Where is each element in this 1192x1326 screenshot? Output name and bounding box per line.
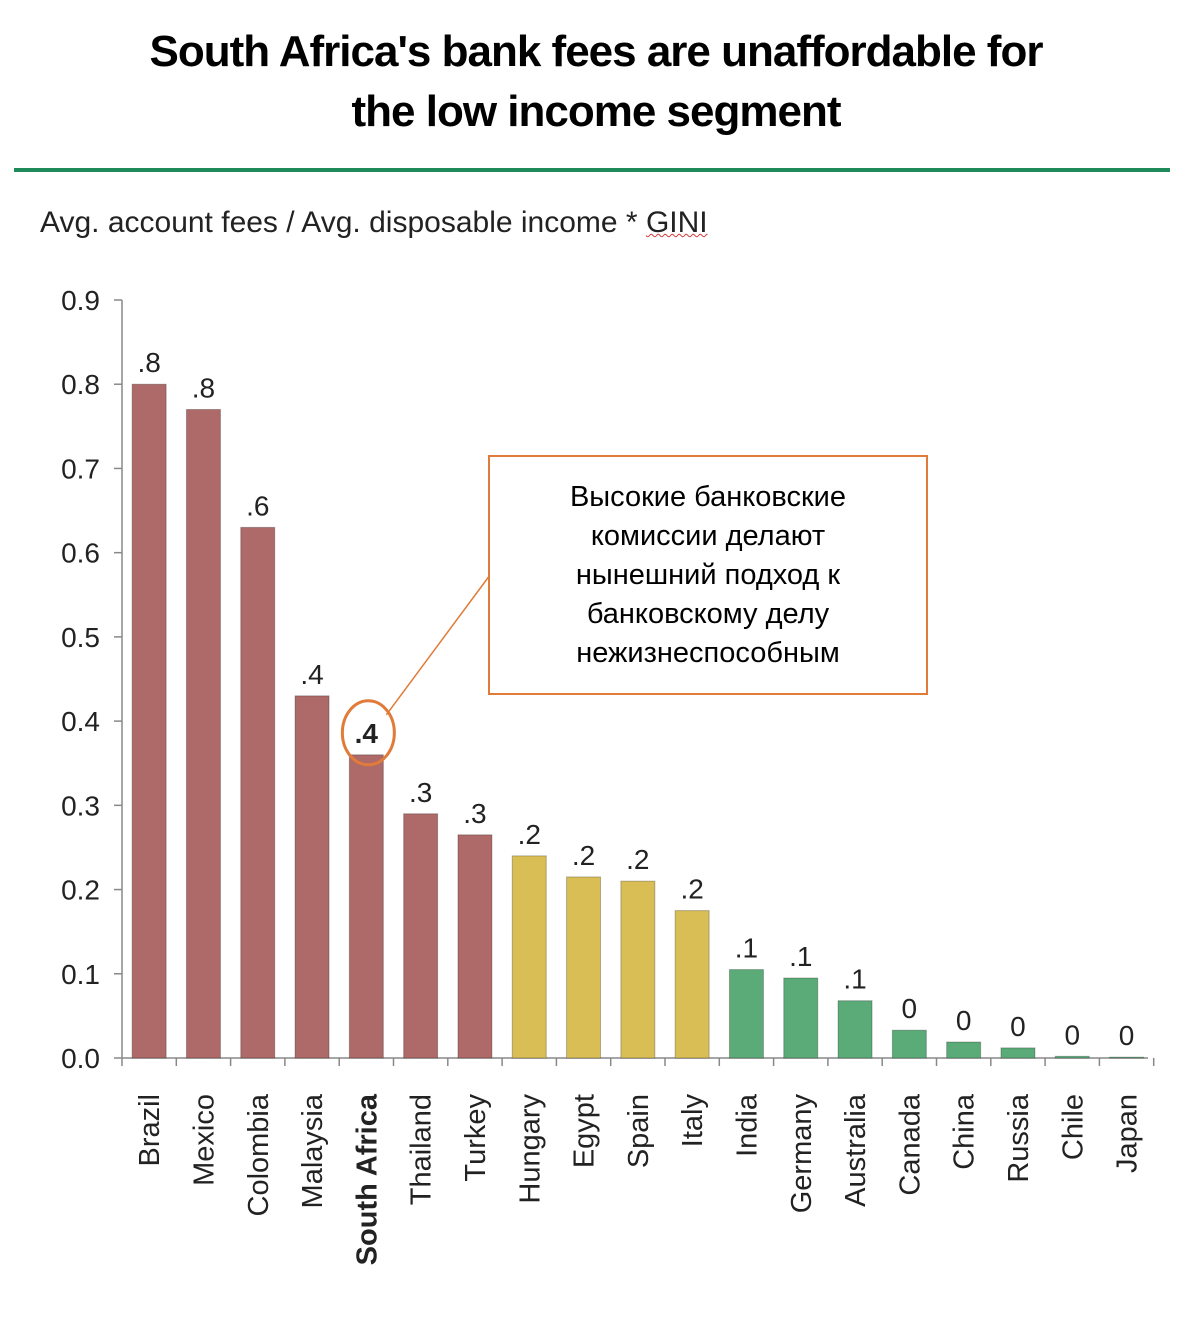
data-label: .2: [572, 840, 595, 871]
data-label: 0: [902, 993, 918, 1024]
data-label: 0: [1010, 1011, 1026, 1042]
data-label: .4: [300, 659, 323, 690]
category-label: Colombia: [243, 1093, 275, 1216]
y-tick-label: 0.9: [61, 285, 100, 316]
bar: [620, 880, 656, 1059]
bar: [511, 855, 547, 1059]
title-line-2: the low income segment: [351, 87, 842, 136]
bar: [728, 969, 764, 1059]
highlight-circle: [340, 699, 396, 767]
callout-box: Высокие банковские комиссии делают нынеш…: [488, 455, 928, 695]
y-tick-label: 0.2: [61, 875, 100, 906]
bar: [1000, 1047, 1036, 1059]
category-label: Mexico: [188, 1094, 220, 1186]
y-tick-label: 0.0: [61, 1043, 100, 1074]
data-label: 0: [1064, 1019, 1080, 1050]
callout-line: комиссии делают: [590, 519, 826, 552]
category-label: Hungary: [514, 1094, 546, 1204]
bar: [783, 977, 819, 1059]
data-label: .1: [789, 941, 812, 972]
bar: [403, 813, 439, 1059]
data-label: .8: [192, 372, 215, 403]
bar: [946, 1041, 982, 1059]
data-label: .8: [137, 347, 160, 378]
bar: [185, 408, 221, 1059]
chart-title: South Africa's bank fees are unaffordabl…: [0, 22, 1192, 142]
bar: [457, 834, 493, 1059]
category-label: Russia: [1003, 1093, 1035, 1183]
data-label: .4: [355, 718, 379, 749]
callout-line: нежизнеспособным: [576, 636, 840, 669]
bar: [566, 876, 602, 1059]
bar: [1109, 1056, 1145, 1059]
category-label: India: [731, 1093, 763, 1157]
category-label: Brazil: [134, 1094, 166, 1167]
data-label: .3: [463, 798, 486, 829]
bar: [674, 910, 710, 1059]
callout-line: банковскому делу: [586, 597, 830, 630]
bar: [1054, 1055, 1090, 1059]
data-label: .2: [680, 874, 703, 905]
callout-text: Высокие банковские комиссии делают нынеш…: [570, 478, 846, 673]
data-label: .6: [246, 490, 269, 521]
title-line-1: South Africa's bank fees are unaffordabl…: [149, 27, 1044, 76]
data-label: .2: [626, 844, 649, 875]
data-label: 0: [1119, 1020, 1135, 1051]
category-label: Thailand: [406, 1094, 438, 1205]
category-label: Chile: [1057, 1094, 1089, 1160]
category-label: Japan: [1112, 1094, 1144, 1173]
y-axis-title-text: Avg. account fees / Avg. disposable inco…: [40, 206, 646, 239]
callout-line: нынешний подход к: [575, 558, 841, 591]
y-tick-label: 0.8: [61, 369, 100, 400]
data-label: .3: [409, 777, 432, 808]
category-label: China: [949, 1093, 981, 1170]
category-label: Germany: [786, 1094, 818, 1214]
bar: [891, 1029, 927, 1059]
data-label: .1: [843, 964, 866, 995]
data-label: .2: [518, 819, 541, 850]
y-tick-label: 0.1: [61, 959, 100, 990]
y-tick-label: 0.5: [61, 622, 100, 653]
callout-line: Высокие банковские: [569, 480, 847, 513]
bar: [348, 754, 384, 1059]
category-label: Australia: [840, 1093, 872, 1207]
callout-leader-line: [385, 574, 491, 716]
bar: [131, 383, 167, 1059]
category-label: Spain: [623, 1094, 655, 1168]
y-tick-label: 0.7: [61, 453, 100, 484]
y-axis-title: Avg. account fees / Avg. disposable inco…: [40, 206, 708, 240]
bar: [837, 1000, 873, 1059]
bar: [294, 695, 330, 1059]
data-label: .1: [735, 933, 758, 964]
y-tick-label: 0.3: [61, 790, 100, 821]
y-tick-label: 0.6: [61, 538, 100, 569]
category-label: Italy: [677, 1094, 709, 1148]
category-label: Egypt: [569, 1094, 601, 1168]
bar: [240, 526, 276, 1059]
category-label: South Africa: [351, 1093, 383, 1265]
data-label: 0: [956, 1005, 972, 1036]
y-tick-label: 0.4: [61, 706, 100, 737]
category-label: Turkey: [460, 1094, 492, 1182]
category-label: Canada: [894, 1093, 926, 1195]
title-divider: [14, 168, 1170, 172]
y-axis-title-gini: GINI: [645, 206, 708, 239]
category-label: Malaysia: [297, 1093, 329, 1208]
